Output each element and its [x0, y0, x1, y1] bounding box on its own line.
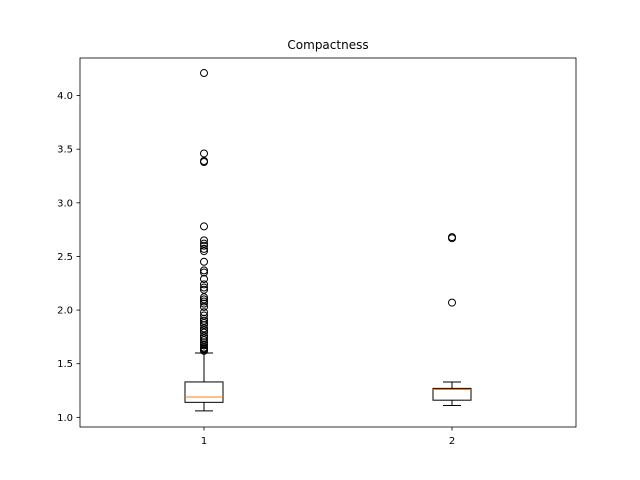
outlier-point: [200, 326, 208, 335]
y-tick-label: 1.5: [57, 359, 73, 370]
outlier-point: [200, 266, 208, 275]
outlier-point: [200, 222, 208, 231]
x-tick-label: 1: [201, 436, 207, 447]
outlier-point: [200, 268, 208, 277]
outlier-point: [200, 247, 208, 256]
y-tick-label: 1.0: [57, 413, 73, 424]
outlier-point: [200, 346, 208, 355]
outlier-point: [200, 316, 208, 325]
outlier-point: [200, 236, 208, 245]
outlier-point: [200, 285, 208, 294]
outlier-point: [200, 328, 208, 337]
outlier-point: [200, 331, 208, 340]
box-iqr: [432, 387, 472, 401]
outlier-point: [200, 239, 208, 248]
outlier-point: [200, 324, 208, 333]
outlier-point: [200, 302, 208, 311]
y-tick-label: 4.0: [57, 91, 73, 102]
outlier-point: [200, 336, 208, 345]
outlier-point: [200, 338, 208, 347]
chart-title: Compactness: [287, 38, 368, 52]
outlier-point: [200, 318, 208, 327]
outlier-point: [200, 299, 208, 308]
outlier-point: [200, 280, 208, 289]
outlier-point: [200, 293, 208, 302]
outlier-point: [200, 308, 208, 317]
outlier-point: [200, 69, 208, 78]
y-tick-label: 2.5: [57, 252, 73, 263]
y-tick-label: 2.0: [57, 306, 73, 317]
axes-frame: [79, 57, 577, 428]
outlier-point: [200, 341, 208, 350]
outlier-point: [200, 158, 208, 167]
outlier-point: [200, 311, 208, 320]
outlier-point: [200, 149, 208, 158]
y-tick-label: 3.0: [57, 198, 73, 209]
outlier-point: [448, 234, 456, 243]
y-tick-label: 3.5: [57, 145, 73, 156]
outlier-point: [200, 297, 208, 306]
outlier-point: [200, 295, 208, 304]
plot-area: 1.0 1.5 2.0 2.5 3.0 3.5 4.0 1 2: [57, 69, 472, 447]
outlier-point: [200, 314, 208, 323]
outlier-point: [200, 244, 208, 253]
outlier-point: [200, 333, 208, 342]
outlier-point: [200, 274, 208, 283]
outlier-point: [200, 241, 208, 250]
outlier-point: [448, 298, 456, 307]
x-tick-label: 2: [449, 436, 455, 447]
outlier-point: [200, 321, 208, 330]
box-iqr: [184, 381, 224, 403]
outlier-point: [200, 283, 208, 292]
outlier-point: [200, 257, 208, 266]
